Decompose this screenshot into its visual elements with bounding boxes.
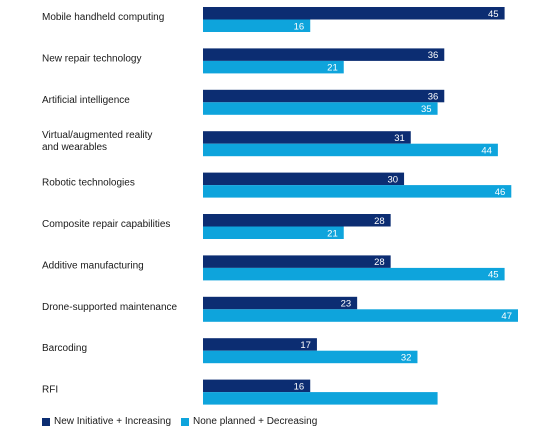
bar-new-initiative-artificial-intelligence [203,89,445,103]
legend-swatch-new-initiative [42,417,50,426]
category-label-additive-manufacturing: Additive manufacturing [42,260,144,271]
bar-new-initiative-additive-manufacturing [203,255,391,268]
value-label-new-initiative-new-repair-technology: 36 [428,50,439,61]
legend-item-new-initiative: New Initiative + Increasing [42,416,171,427]
value-label-none-planned-drone-supported-maintenance: 47 [501,311,512,322]
bar-new-initiative-mobile-handheld-computing [203,7,505,20]
value-label-new-initiative-barcoding: 17 [300,340,311,351]
legend: New Initiative + Increasing None planned… [42,416,317,427]
value-label-new-initiative-virtual-augmented-reality-and-wearables: 31 [394,133,405,144]
bar-none-planned-robotic-technologies [203,185,512,198]
value-label-new-initiative-drone-supported-maintenance: 23 [341,299,352,310]
category-label-barcoding: Barcoding [42,343,87,354]
bar-new-initiative-rfi [203,379,311,393]
bar-none-planned-artificial-intelligence [203,102,438,115]
value-label-new-initiative-mobile-handheld-computing: 45 [488,9,499,20]
bar-none-planned-drone-supported-maintenance [203,309,518,322]
value-label-none-planned-barcoding: 32 [401,352,412,363]
bar-none-planned-rfi [203,392,438,405]
bar-new-initiative-composite-repair-capabilities [203,214,391,227]
bar-none-planned-additive-manufacturing [203,267,505,281]
value-label-none-planned-new-repair-technology: 21 [327,63,338,74]
value-label-new-initiative-artificial-intelligence: 36 [428,92,439,103]
bar-none-planned-composite-repair-capabilities [203,226,344,239]
bar-new-initiative-barcoding [203,338,317,351]
legend-label-none-planned: None planned + Decreasing [193,416,318,427]
value-label-none-planned-mobile-handheld-computing: 16 [294,21,305,32]
bar-none-planned-mobile-handheld-computing [203,19,311,32]
value-label-new-initiative-additive-manufacturing: 28 [374,257,385,268]
bar-new-initiative-virtual-augmented-reality-and-wearables [203,131,411,144]
value-label-new-initiative-composite-repair-capabilities: 28 [374,216,385,227]
value-label-new-initiative-rfi: 16 [294,381,305,392]
category-label-artificial-intelligence: Artificial intelligence [42,95,130,106]
value-label-none-planned-artificial-intelligence: 35 [421,104,432,115]
value-label-none-planned-composite-repair-capabilities: 21 [327,228,338,239]
bar-none-planned-barcoding [203,350,418,364]
value-label-none-planned-robotic-technologies: 46 [495,187,506,198]
category-label-new-repair-technology: New repair technology [42,53,142,64]
bar-none-planned-virtual-augmented-reality-and-wearables [203,143,498,157]
category-label-composite-repair-capabilities: Composite repair capabilities [42,219,170,230]
category-label-drone-supported-maintenance: Drone-supported maintenance [42,302,178,313]
value-label-new-initiative-robotic-technologies: 30 [387,174,398,185]
legend-swatch-none-planned [181,417,190,426]
category-label-mobile-handheld-computing: Mobile handheld computing [42,12,164,23]
bar-new-initiative-robotic-technologies [203,172,405,186]
value-label-none-planned-virtual-augmented-reality-and-wearables: 44 [481,145,492,156]
value-label-none-planned-additive-manufacturing: 45 [488,270,499,281]
category-label-virtual-augmented-reality-and-wearables: Virtual/augmented reality and wearables [42,130,152,153]
legend-label-new-initiative: New Initiative + Increasing [54,416,172,427]
legend-item-none-planned: None planned + Decreasing [181,416,317,427]
bar-none-planned-new-repair-technology [203,60,344,74]
bar-new-initiative-new-repair-technology [203,48,445,61]
bar-new-initiative-drone-supported-maintenance [203,296,358,310]
category-label-robotic-technologies: Robotic technologies [42,178,135,189]
category-label-rfi: RFI [42,385,58,396]
